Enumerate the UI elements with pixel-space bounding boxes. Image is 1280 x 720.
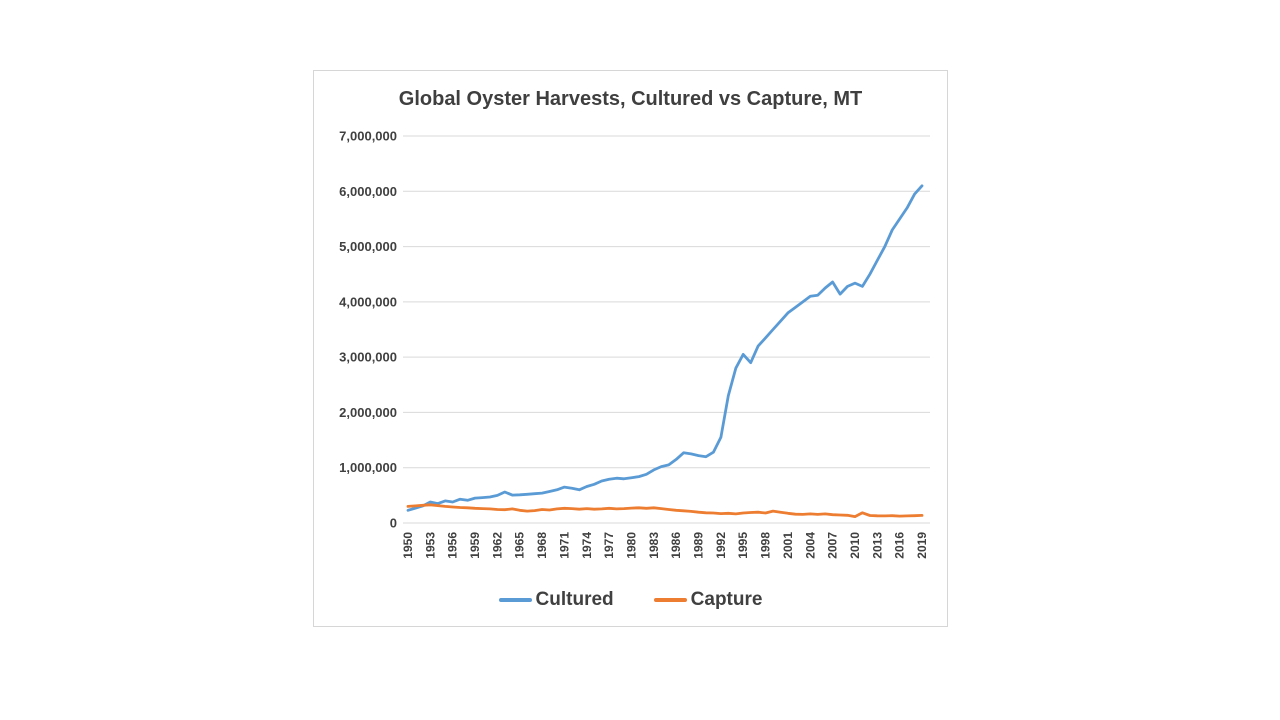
x-axis-tick-label: 1968 xyxy=(535,532,549,559)
y-axis-tick-label: 2,000,000 xyxy=(339,405,397,420)
legend-item-capture: Capture xyxy=(653,589,763,611)
x-axis-tick-label: 1995 xyxy=(736,532,750,559)
legend-label-cultured: Cultured xyxy=(535,589,614,610)
chart-title: Global Oyster Harvests, Cultured vs Capt… xyxy=(398,88,863,110)
y-axis-tick-label: 7,000,000 xyxy=(339,129,397,144)
x-axis-tick-label: 2016 xyxy=(893,532,907,559)
x-axis-tick-label: 1959 xyxy=(468,532,482,559)
x-axis-tick-label: 1953 xyxy=(423,532,437,559)
capture-line-swatch-icon xyxy=(653,598,687,602)
y-axis-tick-label: 4,000,000 xyxy=(339,294,397,309)
chart-legend: Cultured Capture xyxy=(314,589,947,611)
y-axis-tick-label: 5,000,000 xyxy=(339,239,397,254)
x-axis-tick-label: 1983 xyxy=(647,532,661,559)
cultured-line-swatch-icon xyxy=(498,598,532,602)
x-axis-tick-label: 1950 xyxy=(401,532,415,559)
x-axis-tick-label: 2001 xyxy=(781,532,795,559)
series-line-capture xyxy=(406,503,924,519)
x-axis-tick-label: 2013 xyxy=(870,532,884,559)
x-axis-tick-label: 1962 xyxy=(490,532,504,559)
x-axis-tick-label: 2010 xyxy=(848,532,862,559)
x-axis-tick-label: 1971 xyxy=(557,532,571,559)
x-axis-tick-label: 1977 xyxy=(602,532,616,559)
chart-container: Global Oyster Harvests, Cultured vs Capt… xyxy=(313,70,948,627)
plot-area: 0 1,000,000 2,000,000 3,000,000 4,000,000 5,0… xyxy=(339,129,930,559)
x-axis-tick-label: 2007 xyxy=(826,532,840,559)
x-axis-tick-label: 1980 xyxy=(624,532,638,559)
y-axis-tick-label: 6,000,000 xyxy=(339,184,397,199)
x-axis-tick-label: 1986 xyxy=(669,532,683,559)
legend-label-capture: Capture xyxy=(690,589,763,610)
y-axis-tick-label: 1,000,000 xyxy=(339,460,397,475)
x-axis-tick-label: 2004 xyxy=(803,532,817,559)
y-axis-tick-label: 3,000,000 xyxy=(339,350,397,365)
x-axis-tick-label: 2019 xyxy=(915,532,929,559)
x-axis-tick-label: 1965 xyxy=(513,532,527,559)
x-axis-tick-label: 1989 xyxy=(692,532,706,559)
x-axis-tick-label: 1998 xyxy=(759,532,773,559)
x-axis-tick-label: 1974 xyxy=(580,532,594,559)
x-axis-tick-label: 1992 xyxy=(714,532,728,559)
y-axis-tick-label: 0 xyxy=(390,516,397,531)
x-axis-tick-label: 1956 xyxy=(446,532,460,559)
legend-item-cultured: Cultured xyxy=(498,589,614,611)
series-line-cultured xyxy=(406,184,924,512)
